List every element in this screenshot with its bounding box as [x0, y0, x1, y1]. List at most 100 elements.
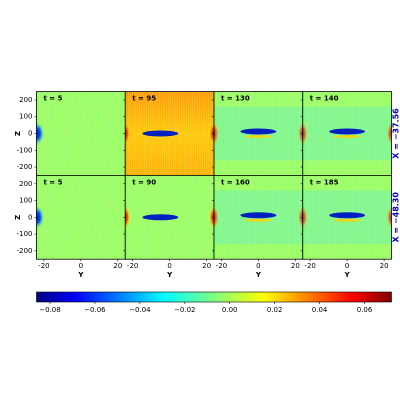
streak [76, 175, 79, 260]
streak [101, 175, 103, 260]
streak [281, 175, 283, 260]
streak [108, 91, 110, 176]
streak [132, 175, 134, 260]
streak [321, 91, 323, 176]
streak [68, 91, 70, 176]
streak [72, 175, 75, 260]
streak [54, 91, 57, 176]
streak [68, 175, 70, 260]
streak [318, 175, 321, 260]
streak [332, 175, 334, 260]
streak [199, 91, 201, 176]
streak [103, 91, 106, 176]
streak [321, 175, 323, 260]
streak [374, 91, 376, 176]
y-tick-label: -100 [17, 146, 33, 154]
streak [223, 175, 225, 260]
streak [309, 175, 312, 260]
streak [383, 91, 385, 176]
streak [65, 91, 68, 176]
streak [292, 175, 294, 260]
streak [92, 91, 94, 176]
streak [296, 175, 299, 260]
streak [227, 91, 230, 176]
streak [272, 91, 274, 176]
feature [36, 121, 45, 146]
colorbar-tick-label: 0.04 [312, 306, 328, 314]
streak [121, 175, 123, 260]
streak [363, 175, 365, 260]
feature [125, 205, 131, 230]
streak [121, 91, 123, 176]
y-label: Z [14, 131, 22, 136]
streak [181, 175, 183, 260]
panel-image [302, 175, 392, 260]
streak [372, 91, 374, 176]
streak [48, 175, 50, 260]
streak [383, 175, 385, 260]
streak [201, 91, 203, 176]
streak [238, 175, 241, 260]
feature [329, 128, 366, 135]
streak [385, 175, 387, 260]
streak [70, 175, 72, 260]
feature [297, 121, 303, 146]
y-tick-label: 0 [28, 130, 32, 138]
feature [329, 212, 366, 219]
streak [278, 91, 281, 176]
streak [50, 175, 52, 260]
feature [209, 205, 214, 230]
streak [329, 175, 332, 260]
x-tick-label: 0 [345, 262, 349, 270]
streak [192, 175, 194, 260]
y-label: Z [14, 215, 22, 220]
streak [205, 175, 208, 260]
streak [205, 91, 208, 176]
streak [116, 91, 119, 176]
streak [59, 91, 61, 176]
feature [244, 135, 273, 138]
streak [274, 91, 276, 176]
colorbar-tick-label: −0.06 [84, 306, 106, 314]
streak [281, 91, 283, 176]
streak [332, 91, 334, 176]
panel-image [125, 175, 214, 260]
y-tick-label: 200 [19, 180, 32, 188]
streak [108, 175, 110, 260]
x-label: Y [255, 271, 262, 279]
x-tick-label: 0 [256, 262, 260, 270]
x-tick-label: -20 [304, 262, 315, 270]
streak [363, 91, 365, 176]
streak [230, 175, 232, 260]
streak [318, 91, 321, 176]
streak [61, 175, 63, 260]
streak [134, 175, 137, 260]
streak [190, 91, 192, 176]
streak [52, 175, 55, 260]
colorbar-tick-label: 0.00 [222, 306, 238, 314]
streak [83, 175, 86, 260]
streak [232, 175, 234, 260]
streak [227, 175, 230, 260]
streak [376, 175, 378, 260]
panel-title: t = 5 [44, 95, 63, 103]
streak [90, 91, 92, 176]
streak [45, 175, 48, 260]
streak [92, 175, 94, 260]
streak [238, 91, 241, 176]
streak [139, 175, 141, 260]
streak [201, 175, 203, 260]
streak [136, 175, 139, 260]
panel: t = 185 -20 0 20 Y [300, 174, 392, 279]
streak [218, 91, 221, 176]
streak [203, 91, 205, 176]
streak [94, 91, 97, 176]
streak [57, 175, 59, 260]
x-tick-label: -20 [127, 262, 138, 270]
streak [296, 91, 299, 176]
streak [85, 91, 88, 176]
x-tick-label: 20 [202, 262, 211, 270]
streak [367, 91, 370, 176]
streak [119, 91, 121, 176]
